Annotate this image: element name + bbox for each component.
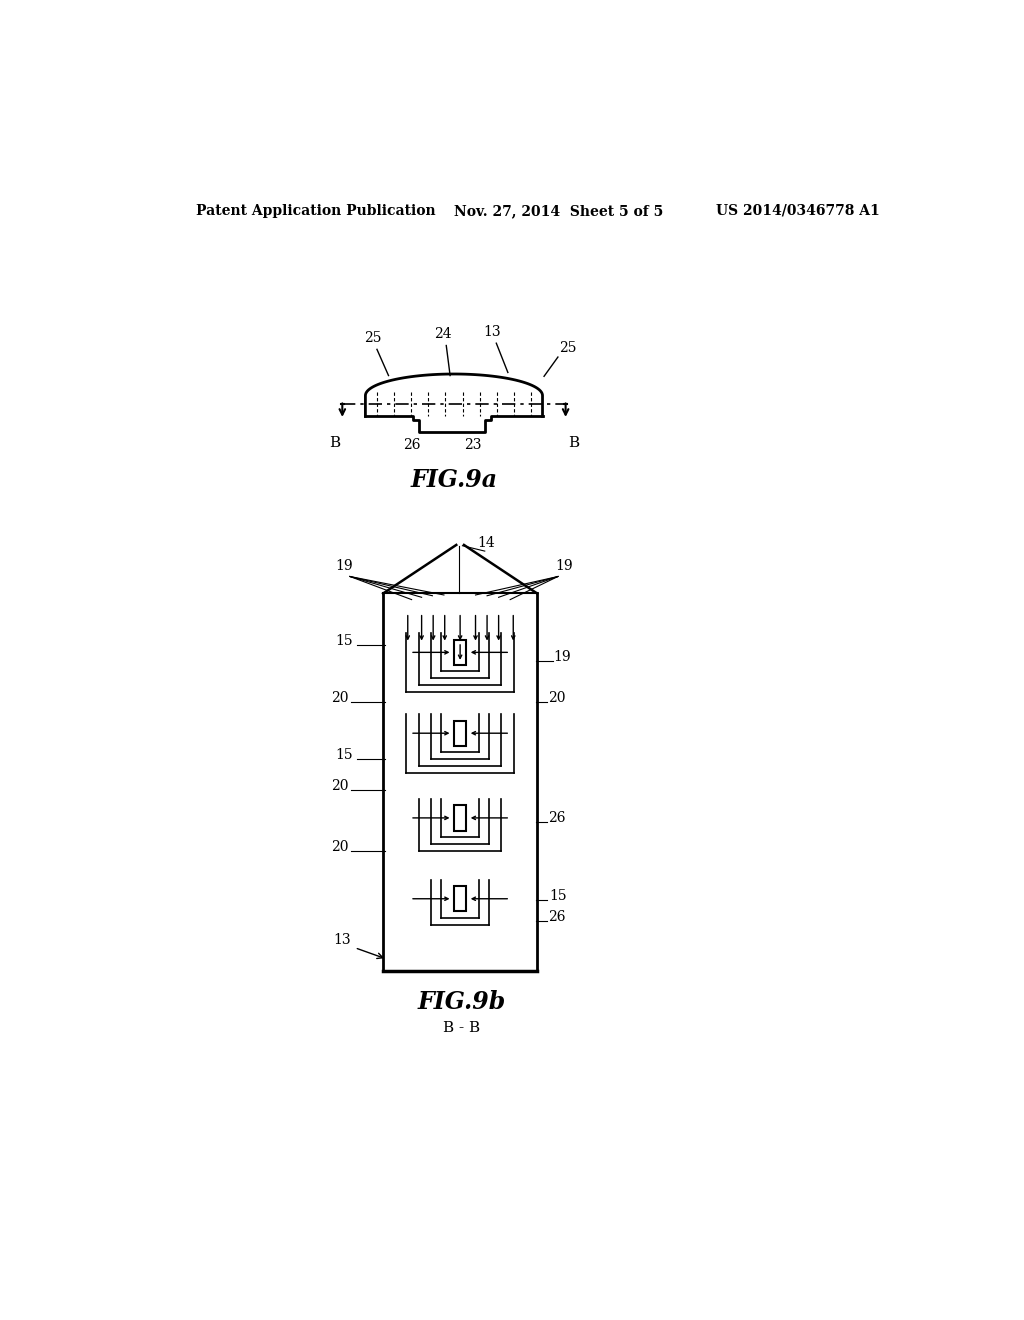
Text: 19: 19 — [553, 651, 570, 664]
Bar — [454, 640, 466, 665]
Text: B - B: B - B — [443, 1022, 480, 1035]
Bar — [454, 886, 466, 911]
Text: 19: 19 — [335, 560, 352, 573]
Bar — [454, 805, 466, 830]
Text: 13: 13 — [334, 933, 351, 946]
Text: 13: 13 — [483, 325, 502, 338]
Text: 26: 26 — [402, 438, 421, 453]
Text: Nov. 27, 2014  Sheet 5 of 5: Nov. 27, 2014 Sheet 5 of 5 — [454, 203, 664, 218]
Text: 14: 14 — [477, 536, 496, 550]
Text: 15: 15 — [336, 634, 353, 648]
Text: FIG.9a: FIG.9a — [411, 469, 498, 492]
Text: 20: 20 — [331, 779, 349, 793]
Text: 15: 15 — [336, 748, 353, 762]
Text: Patent Application Publication: Patent Application Publication — [196, 203, 435, 218]
Text: 20: 20 — [331, 692, 349, 705]
Text: 15: 15 — [549, 888, 566, 903]
Text: 26: 26 — [548, 909, 565, 924]
Text: B: B — [567, 437, 579, 450]
Text: 23: 23 — [465, 438, 482, 453]
Text: B: B — [329, 437, 340, 450]
Text: US 2014/0346778 A1: US 2014/0346778 A1 — [716, 203, 880, 218]
Text: 25: 25 — [365, 331, 382, 345]
Bar — [454, 721, 466, 746]
Text: 25: 25 — [559, 342, 577, 355]
Text: FIG.9b: FIG.9b — [418, 990, 506, 1014]
Text: 20: 20 — [548, 692, 565, 705]
Text: 19: 19 — [555, 560, 572, 573]
Text: 26: 26 — [548, 810, 565, 825]
Text: 24: 24 — [433, 327, 452, 341]
Text: 20: 20 — [331, 841, 349, 854]
